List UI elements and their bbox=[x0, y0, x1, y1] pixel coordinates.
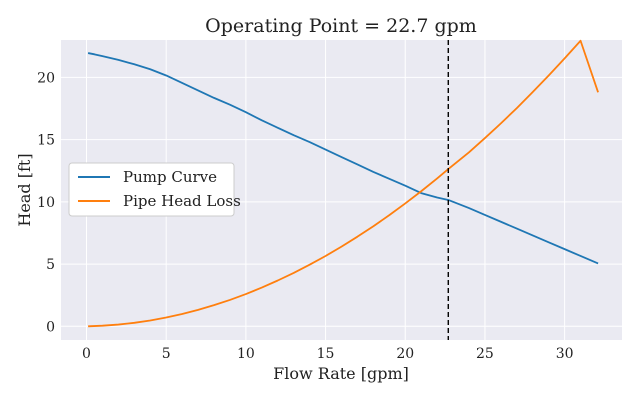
x-tick-label: 20 bbox=[396, 346, 414, 362]
y-axis-ticks: 0 5 10 15 20 bbox=[37, 70, 55, 335]
legend-label-pump-curve: Pump Curve bbox=[123, 168, 217, 186]
series-line-pipe-head-loss bbox=[88, 39, 599, 328]
y-axis-label: Head [ft] bbox=[15, 153, 34, 226]
x-axis-ticks: 0 5 10 15 20 25 30 bbox=[82, 346, 574, 362]
x-tick-label: 25 bbox=[476, 346, 494, 362]
x-tick-label: 5 bbox=[162, 346, 171, 362]
x-tick-label: 15 bbox=[317, 346, 335, 362]
x-axis-label: Flow Rate [gpm] bbox=[273, 364, 409, 383]
y-tick-label: 10 bbox=[37, 195, 55, 211]
y-tick-label: 0 bbox=[46, 319, 55, 335]
legend-label-pipe-head-loss: Pipe Head Loss bbox=[123, 192, 241, 210]
chart-title: Operating Point = 22.7 gpm bbox=[205, 15, 477, 37]
y-tick-label: 5 bbox=[46, 257, 55, 273]
x-tick-label: 0 bbox=[82, 346, 91, 362]
y-tick-label: 20 bbox=[37, 70, 55, 86]
series-layer bbox=[87, 39, 599, 328]
legend-box bbox=[68, 162, 235, 217]
legend: Pump Curve Pipe Head Loss bbox=[68, 162, 241, 217]
x-tick-label: 10 bbox=[237, 346, 255, 362]
series-line-pump-curve bbox=[87, 52, 599, 265]
x-tick-label: 30 bbox=[556, 346, 574, 362]
y-tick-label: 15 bbox=[37, 133, 55, 149]
